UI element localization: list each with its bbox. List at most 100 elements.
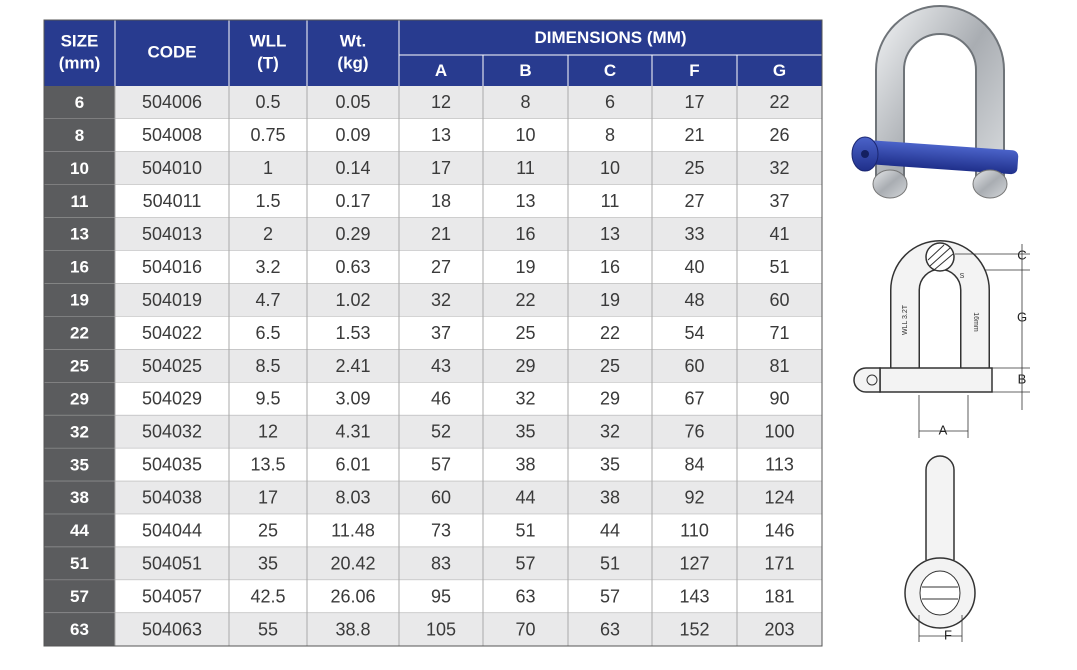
table-cell: 504019	[142, 290, 202, 310]
table-cell: 70	[515, 619, 535, 639]
table-cell: 1.53	[335, 323, 370, 343]
table-cell: 8	[605, 125, 615, 145]
size-bg	[44, 118, 115, 152]
table-cell: 504010	[142, 158, 202, 178]
table-cell: 504016	[142, 257, 202, 277]
table-cell: 1	[263, 158, 273, 178]
row-bg	[115, 514, 822, 548]
table-cell: 4.31	[335, 422, 370, 442]
table-cell: 25	[684, 158, 704, 178]
table-cell: 55	[258, 619, 278, 639]
table-cell: 3.2	[255, 257, 280, 277]
size-bg	[44, 250, 115, 284]
row-bg	[115, 382, 822, 416]
table-cell: 22	[515, 290, 535, 310]
table-cell: 0.63	[335, 257, 370, 277]
table-cell: 6	[605, 92, 615, 112]
table-cell: 63	[515, 586, 535, 606]
size-cell: 44	[70, 521, 89, 540]
table-cell: 73	[431, 520, 451, 540]
header-cell: C	[604, 61, 616, 80]
size-bg	[44, 481, 115, 515]
header-cell: G	[773, 61, 786, 80]
table-cell: 127	[679, 553, 709, 573]
table-cell: 3.09	[335, 389, 370, 409]
header-cell: (kg)	[337, 53, 368, 72]
size-bg	[44, 86, 115, 119]
dim-label: B	[1018, 371, 1027, 386]
table-cell: 27	[431, 257, 451, 277]
table-cell: 6.01	[335, 455, 370, 475]
size-bg	[44, 283, 115, 317]
table-cell: 0.05	[335, 92, 370, 112]
row-bg	[115, 613, 822, 646]
table-cell: 13	[431, 125, 451, 145]
table-cell: 1.02	[335, 290, 370, 310]
table-cell: 38	[600, 488, 620, 508]
size-cell: 13	[70, 225, 89, 244]
row-bg	[115, 250, 822, 284]
table-cell: 76	[684, 422, 704, 442]
table-cell: 152	[679, 619, 709, 639]
size-bg	[44, 580, 115, 614]
table-cell: 40	[684, 257, 704, 277]
size-cell: 19	[70, 291, 89, 310]
table-cell: 2	[263, 224, 273, 244]
side-view: F	[904, 455, 976, 642]
row-bg	[115, 547, 822, 581]
dim-label: C	[1017, 247, 1026, 262]
row-bg	[115, 580, 822, 614]
marking: WLL 3.2T	[902, 304, 909, 335]
row-bg	[115, 151, 822, 185]
row-bg	[115, 481, 822, 515]
table-cell: 504006	[142, 92, 202, 112]
table-cell: 57	[515, 553, 535, 573]
size-bg	[44, 547, 115, 581]
size-cell: 51	[70, 554, 89, 573]
table-cell: 67	[684, 389, 704, 409]
table-cell: 25	[600, 356, 620, 376]
header-cell: (mm)	[59, 53, 101, 72]
table-cell: 13	[600, 224, 620, 244]
table-cell: 504044	[142, 520, 202, 540]
table-cell: 37	[431, 323, 451, 343]
size-cell: 8	[75, 126, 84, 145]
size-cell: 38	[70, 488, 89, 507]
table-cell: 8	[520, 92, 530, 112]
table-cell: 504032	[142, 422, 202, 442]
size-bg	[44, 316, 115, 350]
table-cell: 100	[764, 422, 794, 442]
size-bg	[44, 382, 115, 416]
table-cell: 17	[431, 158, 451, 178]
table-cell: 13	[515, 191, 535, 211]
table-cell: 504051	[142, 553, 202, 573]
size-bg	[44, 217, 115, 251]
table-cell: 57	[600, 586, 620, 606]
table-cell: 504038	[142, 488, 202, 508]
table-cell: 2.41	[335, 356, 370, 376]
size-cell: 63	[70, 620, 89, 639]
table-cell: 83	[431, 553, 451, 573]
row-bg	[115, 316, 822, 350]
table-cell: 25	[515, 323, 535, 343]
header-cell: SIZE	[61, 31, 99, 50]
dim-label: F	[944, 627, 952, 642]
header-cell: CODE	[147, 42, 196, 61]
dim-label: A	[939, 422, 948, 437]
row-bg	[115, 448, 822, 482]
table-cell: 29	[600, 389, 620, 409]
header-bg	[44, 20, 822, 86]
table-cell: 0.17	[335, 191, 370, 211]
table-cell: 60	[431, 488, 451, 508]
table-cell: 42.5	[250, 586, 285, 606]
table-cell: 12	[431, 92, 451, 112]
table-cell: 60	[684, 356, 704, 376]
table-cell: 181	[764, 586, 794, 606]
table-cell: 84	[684, 455, 704, 475]
header-cell: B	[519, 61, 531, 80]
table-cell: 504008	[142, 125, 202, 145]
row-bg	[115, 217, 822, 251]
table-cell: 504022	[142, 323, 202, 343]
table-cell: 0.29	[335, 224, 370, 244]
